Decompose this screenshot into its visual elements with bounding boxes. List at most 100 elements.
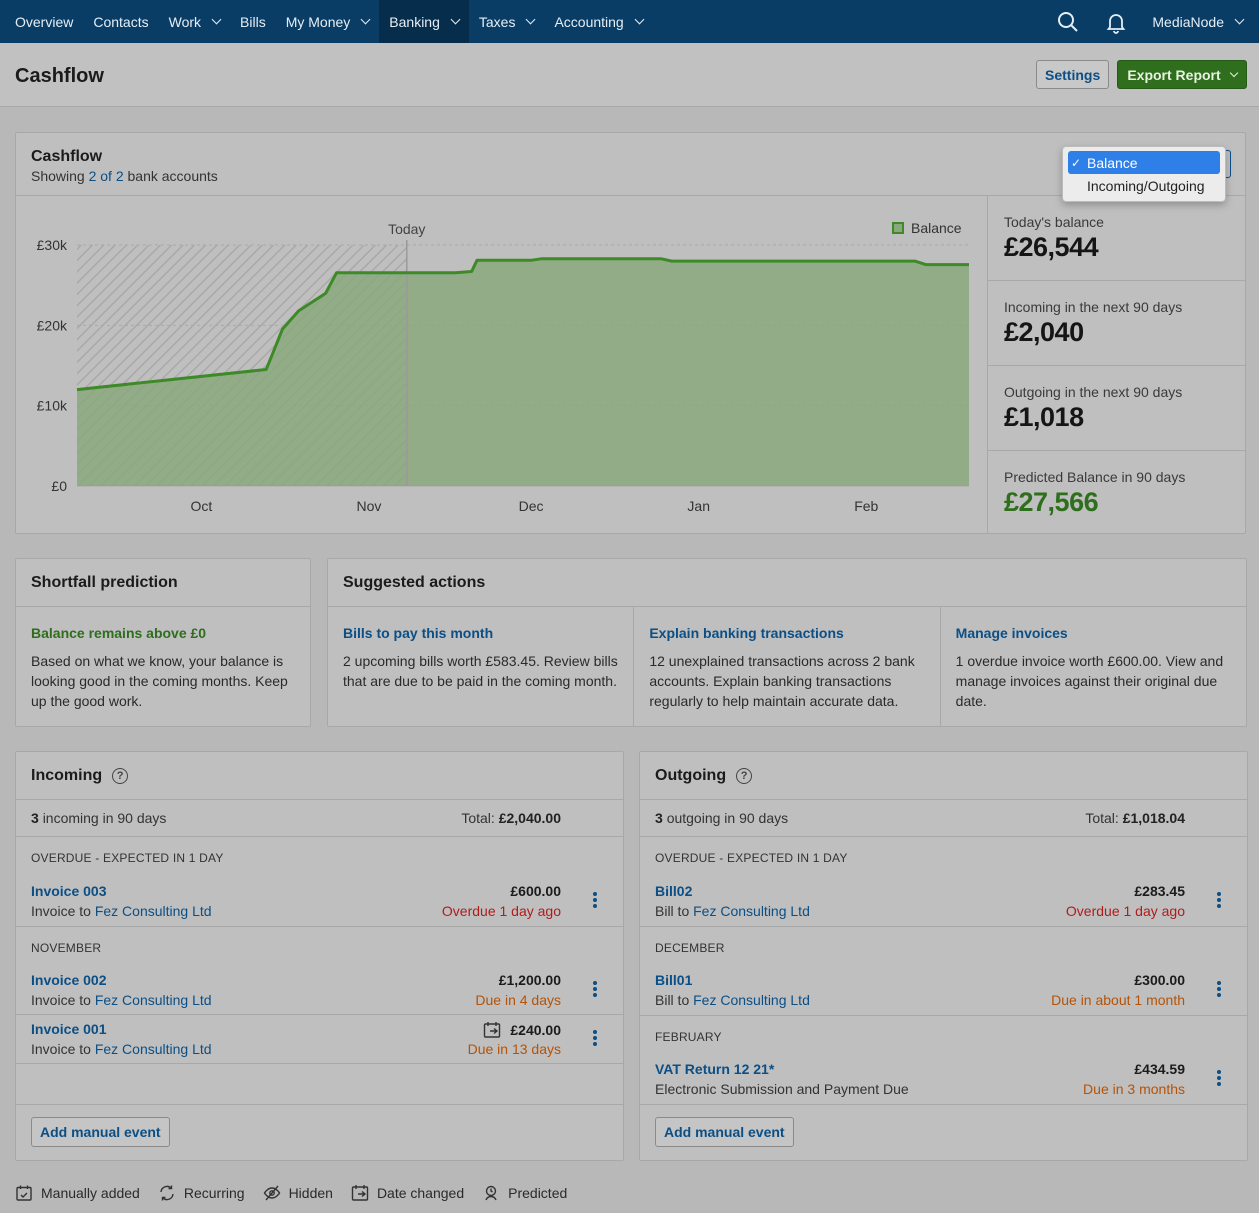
stat-block: Predicted Balance in 90 days £27,566 (988, 451, 1245, 536)
today-label: Today (388, 221, 425, 237)
event-status: Overdue 1 day ago (441, 903, 561, 919)
export-report-button[interactable]: Export Report (1117, 60, 1247, 89)
contact-link[interactable]: Fez Consulting Ltd (693, 903, 810, 919)
nav-item-label: Overview (15, 13, 74, 30)
legend-label: Date changed (376, 1185, 465, 1201)
event-description: Bill to Fez Consulting Ltd (655, 903, 810, 919)
event-description: Invoice to Fez Consulting Ltd (31, 903, 212, 919)
group-label: FEBRUARY (640, 1015, 1247, 1055)
dropdown-option-label: Incoming/Outgoing (1087, 177, 1205, 194)
event-amount-value: £434.59 (1134, 1061, 1185, 1077)
event-name-link[interactable]: Bill01 (655, 972, 693, 988)
subtitle-prefix: Showing (31, 168, 85, 184)
suggestion-link[interactable]: Explain banking transactions (649, 625, 844, 641)
more-options-icon[interactable] (593, 1030, 597, 1046)
incoming-total: Total: £2,040.00 (461, 810, 561, 826)
nav-item-label: Work (168, 13, 202, 30)
balance-point (475, 258, 479, 262)
outgoing-count: 3 outgoing in 90 days (655, 810, 789, 826)
more-options-icon[interactable] (593, 981, 597, 997)
nav-item-taxes[interactable]: Taxes (469, 0, 545, 43)
nav-item-label: Banking (389, 13, 440, 30)
help-icon[interactable]: ? (736, 767, 753, 784)
view-select-edge[interactable] (1225, 150, 1231, 178)
event-name-link[interactable]: VAT Return 12 21* (655, 1061, 775, 1077)
nav-item-bills[interactable]: Bills (230, 0, 276, 43)
legend-item: Predicted (482, 1184, 567, 1202)
suggestion-link[interactable]: Manage invoices (955, 625, 1068, 641)
event-amount: £434.59 (1134, 1061, 1185, 1077)
suggestion-item: Manage invoices 1 overdue invoice worth £… (941, 607, 1246, 727)
cashflow-chart: £0 £10k £20k £30k Today Oct Nov Dec Jan Feb Balanc… (16, 196, 987, 534)
add-manual-event-button[interactable]: Add manual event (31, 1117, 170, 1147)
outgoing-title: Outgoing (655, 766, 727, 784)
nav-item-contacts[interactable]: Contacts (83, 0, 158, 43)
event-name-link[interactable]: Invoice 001 (31, 1021, 107, 1037)
bell-icon[interactable] (1104, 10, 1128, 34)
view-select-dropdown[interactable]: ✓ Balance Incoming/Outgoing (1062, 146, 1226, 202)
dropdown-option-balance[interactable]: ✓ Balance (1068, 151, 1220, 174)
more-options-icon[interactable] (1217, 981, 1221, 997)
suggestion-link[interactable]: Bills to pay this month (343, 625, 494, 641)
cashflow-title: Cashflow (31, 148, 103, 165)
event-status: Due in 13 days (467, 1041, 561, 1057)
settings-button[interactable]: Settings (1036, 60, 1110, 89)
stat-label: Predicted Balance in 90 days (1004, 469, 1186, 485)
nav-item-work[interactable]: Work (159, 0, 230, 43)
event-row: Invoice 002 Invoice to Fez Consulting Ltd… (16, 966, 623, 1015)
stat-label: Today's balance (1004, 214, 1104, 230)
outgoing-header: Outgoing ? (640, 752, 1247, 800)
suggestion-item: Bills to pay this month 2 upcoming bills … (328, 607, 635, 727)
group-label: OVERDUE - EXPECTED IN 1 DAY (655, 851, 848, 865)
event-row: Bill01 Bill to Fez Consulting Ltd £300.00 D… (640, 966, 1247, 1015)
balance-point (75, 388, 79, 392)
more-options-icon[interactable] (1217, 1070, 1221, 1086)
page-title: Cashflow (15, 65, 104, 87)
bank-accounts-link[interactable]: 2 of 2 (88, 168, 124, 184)
group-label: NOVEMBER (16, 926, 623, 966)
event-amount-value: £600.00 (510, 883, 561, 899)
event-row: Bill02 Bill to Fez Consulting Ltd £283.45 O… (640, 877, 1247, 926)
incoming-summary: 3 incoming in 90 days Total: £2,040.00 (16, 800, 623, 837)
stat-label: Outgoing in the next 90 days (1004, 384, 1183, 400)
legend-item: Hidden (263, 1184, 333, 1202)
event-name-link[interactable]: Invoice 003 (31, 883, 107, 899)
event-row: Invoice 003 Invoice to Fez Consulting Ltd… (16, 877, 623, 926)
event-amount-value: £240.00 (510, 1022, 561, 1038)
nav-item-accounting[interactable]: Accounting (544, 0, 652, 43)
recurring-icon (160, 1185, 174, 1201)
contact-link[interactable]: Fez Consulting Ltd (94, 903, 212, 919)
balance-point (405, 271, 409, 275)
add-manual-event-button[interactable]: Add manual event (655, 1117, 794, 1147)
help-icon[interactable]: ? (112, 767, 129, 784)
predicted-icon (485, 1185, 497, 1201)
suggestion-text: 1 overdue invoice worth £600.00. View an… (955, 653, 1224, 709)
event-amount-value: £283.45 (1134, 883, 1185, 899)
user-menu[interactable]: MediaNode (1152, 14, 1259, 30)
y-tick-label: £0 (51, 478, 67, 494)
contact-link[interactable]: Fez Consulting Ltd (693, 992, 810, 1008)
contact-link[interactable]: Fez Consulting Ltd (94, 1041, 212, 1057)
event-prefix: Bill to (655, 903, 690, 919)
event-amount: £283.45 (1134, 883, 1185, 899)
contact-link[interactable]: Fez Consulting Ltd (94, 992, 212, 1008)
stat-label: Incoming in the next 90 days (1004, 299, 1183, 315)
balance-point (335, 271, 339, 275)
event-amount: £600.00 (510, 883, 561, 899)
nav-item-banking[interactable]: Banking (379, 0, 469, 43)
event-name-link[interactable]: Bill02 (655, 883, 693, 899)
search-icon[interactable] (1056, 10, 1080, 34)
nav-item-overview[interactable]: Overview (0, 0, 83, 43)
more-options-icon[interactable] (593, 892, 597, 908)
balance-point (529, 258, 533, 262)
dropdown-option-incoming-outgoing[interactable]: Incoming/Outgoing (1068, 174, 1220, 197)
nav-item-label: Contacts (93, 13, 149, 30)
nav-item-my-money[interactable]: My Money (276, 0, 380, 43)
more-options-icon[interactable] (1217, 892, 1221, 908)
event-status: Overdue 1 day ago (1065, 903, 1185, 919)
chevron-down-icon (1234, 14, 1245, 25)
chevron-down-icon (634, 14, 645, 25)
event-name-link[interactable]: Invoice 002 (31, 972, 107, 988)
balance-area (77, 258, 969, 486)
chevron-down-icon (211, 14, 222, 25)
